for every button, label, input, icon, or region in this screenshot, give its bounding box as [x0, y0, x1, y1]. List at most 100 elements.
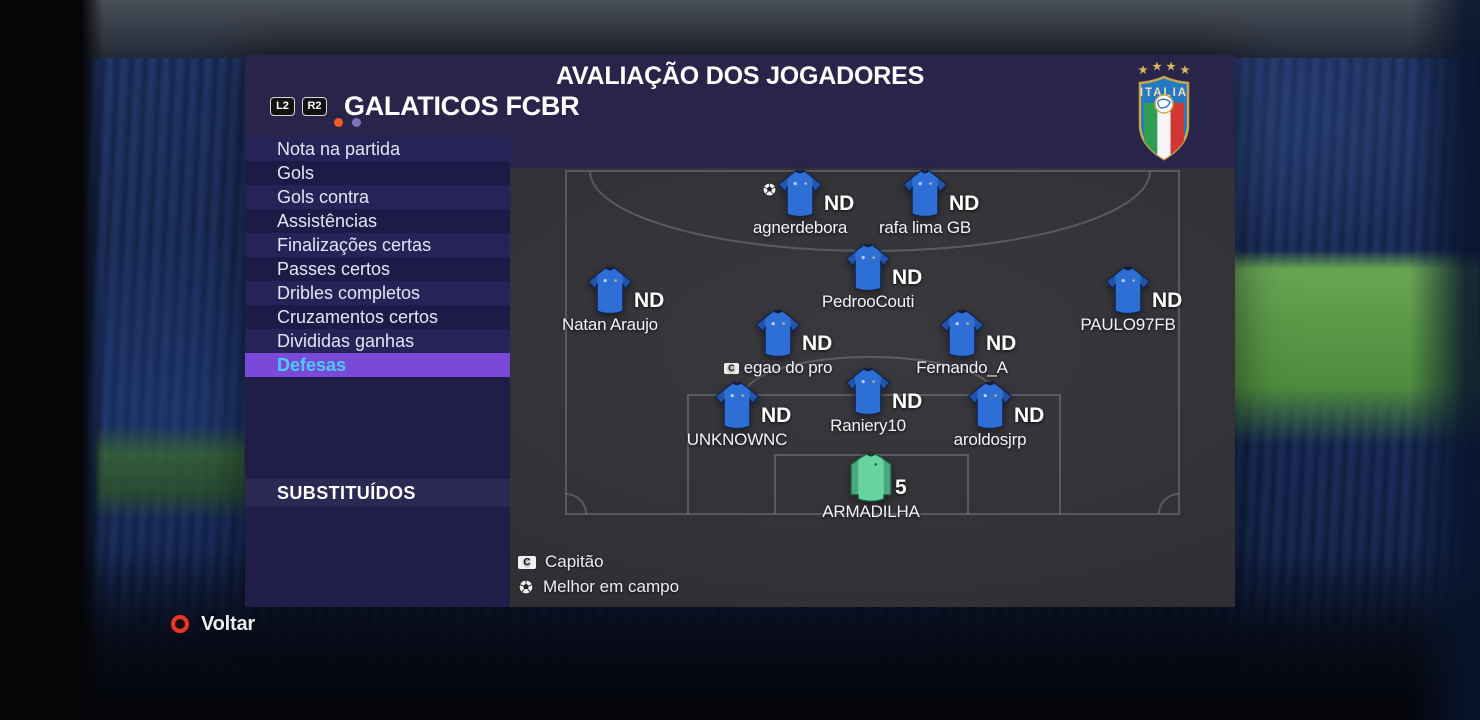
- player-name-text: ARMADILHA: [822, 502, 920, 521]
- player-raniery10[interactable]: ND Raniery10: [783, 364, 953, 435]
- page-dot-inactive: [352, 118, 361, 127]
- player-name-text: aroldosjrp: [953, 430, 1027, 449]
- player-rating: 5: [895, 476, 907, 499]
- pitch-grass-left: [96, 425, 246, 520]
- sidebar-item-defesas[interactable]: Defesas: [245, 353, 510, 377]
- sidebar-item-assist-ncias[interactable]: Assistências: [245, 209, 510, 233]
- sidebar-menu: Nota na partida Gols Gols contra Assistênci…: [245, 137, 510, 377]
- sidebar-item-finaliza-es-certas[interactable]: Finalizações certas: [245, 233, 510, 257]
- sidebar-item-label: Dribles completos: [277, 282, 421, 303]
- player-name-text: agnerdebora: [752, 218, 848, 237]
- player-name: agnerdebora: [715, 218, 885, 238]
- player-fernando-a[interactable]: ND Fernando_A: [877, 306, 1047, 377]
- captain-badge-icon: C: [518, 555, 536, 569]
- player-name-text: Raniery10: [830, 416, 906, 435]
- player-name: Raniery10: [783, 416, 953, 436]
- sidebar-item-label: Assistências: [277, 210, 378, 231]
- player-name-text: PAULO97FB: [1080, 315, 1176, 334]
- sidebar-item-label: Divididas ganhas: [277, 330, 415, 351]
- player-rating: ND: [1014, 404, 1045, 427]
- player-name: UNKNOWNC: [652, 430, 822, 450]
- player-name-text: UNKNOWNC: [686, 430, 788, 449]
- player-name-text: Natan Araujo: [562, 315, 658, 334]
- crest-country-label: ITALIA: [1140, 87, 1188, 99]
- player-rafa-lima-gb[interactable]: ND rafa lima GB: [840, 166, 1010, 237]
- match-ball-icon: [518, 579, 534, 595]
- legend-captain-row: C Capitão: [518, 552, 679, 572]
- jersey-icon: [967, 381, 1013, 429]
- page-title: AVALIAÇÃO DOS JOGADORES: [555, 62, 925, 90]
- player-armadilha[interactable]: 5 ARMADILHA: [786, 450, 956, 521]
- sidebar-item-label: Defesas: [277, 354, 347, 375]
- sidebar-item-passes-certos[interactable]: Passes certos: [245, 257, 510, 281]
- player-pedroocouti[interactable]: ND PedrooCouti: [783, 240, 953, 311]
- player-name: Natan Araujo: [525, 315, 695, 335]
- sidebar-item-divididas-ganhas[interactable]: Divididas ganhas: [245, 329, 510, 353]
- player-rating: ND: [949, 192, 980, 215]
- sidebar-item-dribles-completos[interactable]: Dribles completos: [245, 281, 510, 305]
- player-rating: ND: [802, 332, 833, 355]
- sidebar-item-label: Gols contra: [277, 186, 370, 207]
- sidebar-item-label: Nota na partida: [277, 138, 401, 159]
- left-dark-band: [0, 0, 104, 720]
- player-paulo97fb[interactable]: ND PAULO97FB: [1043, 263, 1213, 334]
- jersey-icon: [939, 309, 985, 357]
- crest-stars-icon: [1138, 61, 1190, 74]
- player-natan-araujo[interactable]: ND Natan Araujo: [525, 263, 695, 334]
- jersey-icon: [845, 367, 891, 415]
- sidebar-item-label: Gols: [277, 162, 315, 183]
- sidebar-item-cruzamentos-certos[interactable]: Cruzamentos certos: [245, 305, 510, 329]
- gk-jersey-icon: [850, 452, 892, 502]
- sidebar-item-gols-contra[interactable]: Gols contra: [245, 185, 510, 209]
- player-name-text: Fernando_A: [916, 358, 1008, 377]
- jersey-icon: [902, 169, 948, 217]
- legend-captain-label: Capitão: [545, 552, 604, 571]
- player-rating: ND: [761, 404, 792, 427]
- player-name: rafa lima GB: [840, 218, 1010, 238]
- captain-badge-icon: C: [723, 362, 739, 374]
- player-name: aroldosjrp: [905, 430, 1075, 450]
- player-aroldosjrp[interactable]: ND aroldosjrp: [905, 378, 1075, 449]
- r2-button-icon[interactable]: R2: [302, 96, 327, 116]
- back-label: Voltar: [201, 612, 255, 635]
- player-rating-panel: AVALIAÇÃO DOS JOGADORES L2 R2 GALATICOS …: [245, 55, 1235, 607]
- stats-sidebar: Nota na partida Gols Gols contra Assistênci…: [245, 137, 510, 607]
- page-dot-active: [334, 118, 343, 127]
- back-control[interactable]: Voltar: [168, 612, 255, 636]
- substitutes-header: SUBSTITUÍDOS: [245, 479, 510, 507]
- player-name: PedrooCouti: [783, 292, 953, 312]
- player-name: PAULO97FB: [1043, 315, 1213, 335]
- player-rating: ND: [634, 289, 665, 312]
- page-indicator: [334, 118, 361, 127]
- legend-motm-label: Melhor em campo: [543, 577, 680, 596]
- player-agnerdebora[interactable]: ND agnerdebora: [715, 166, 885, 237]
- l2-button-icon[interactable]: L2: [270, 96, 295, 116]
- sidebar-item-label: Passes certos: [277, 258, 391, 279]
- italia-crest: ITALIA: [1131, 59, 1197, 172]
- player-rating: ND: [892, 266, 923, 289]
- player-name-text: egao do pro: [743, 358, 833, 377]
- jersey-icon: [1105, 266, 1151, 314]
- player-rating: ND: [892, 390, 923, 413]
- circle-button-icon: [169, 613, 191, 635]
- player-name-text: rafa lima GB: [878, 218, 972, 237]
- legend: C Capitão Melhor em campo: [518, 552, 679, 597]
- jersey-icon: [777, 169, 823, 217]
- motm-ball-icon: [762, 182, 777, 197]
- right-dark-band: [1410, 0, 1480, 720]
- sidebar-item-nota-na-partida[interactable]: Nota na partida: [245, 137, 510, 161]
- sidebar-item-label: Finalizações certas: [277, 234, 432, 255]
- player-unknownc[interactable]: ND UNKNOWNC: [652, 378, 822, 449]
- sidebar-item-gols[interactable]: Gols: [245, 161, 510, 185]
- player-name: ARMADILHA: [786, 502, 956, 522]
- jersey-icon: [755, 309, 801, 357]
- player-rating: ND: [824, 192, 855, 215]
- team-header: L2 R2 GALATICOS FCBR: [270, 91, 580, 121]
- stadium-roof: [0, 0, 1480, 58]
- legend-motm-row: Melhor em campo: [518, 577, 679, 597]
- player-name-text: PedrooCouti: [821, 292, 915, 311]
- sidebar-item-label: Cruzamentos certos: [277, 306, 439, 327]
